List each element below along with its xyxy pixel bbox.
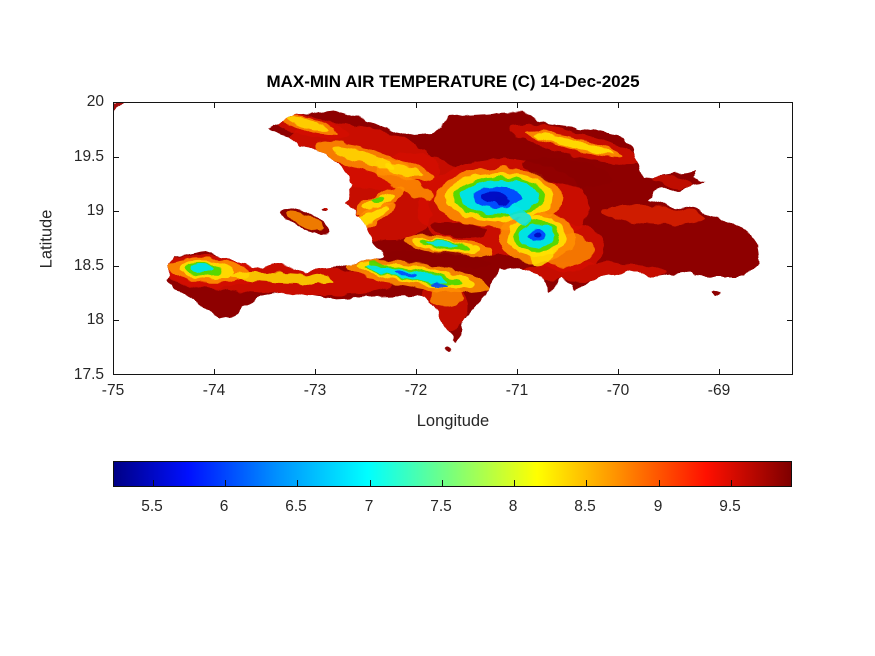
colorbar-tick-label: 5.5 <box>141 498 163 515</box>
y-tick-right <box>787 320 793 321</box>
x-tick <box>618 369 619 375</box>
y-tick-right <box>787 211 793 212</box>
x-tick <box>517 369 518 375</box>
colorbar-tick <box>442 480 443 486</box>
hispaniola-heatmap <box>113 103 759 353</box>
y-tick <box>113 266 119 267</box>
y-tick-right <box>787 157 793 158</box>
y-tick <box>113 102 119 103</box>
x-tick <box>214 369 215 375</box>
x-tick-label: -71 <box>505 382 529 399</box>
colorbar-tick <box>731 480 732 486</box>
y-tick <box>113 211 119 212</box>
colorbar-tick <box>659 480 660 486</box>
colorbar-tick-label: 6.5 <box>285 498 307 515</box>
y-tick-right <box>787 102 793 103</box>
colorbar-tick-label: 9.5 <box>719 498 741 515</box>
cuba-corner-landmass <box>113 103 124 113</box>
y-tick <box>113 320 119 321</box>
x-tick-label: -74 <box>202 382 226 399</box>
x-tick-label: -75 <box>101 382 125 399</box>
colorbar-tick <box>514 480 515 486</box>
y-tick-right <box>787 266 793 267</box>
y-tick-label: 18 <box>86 311 104 328</box>
x-tick-top <box>315 102 316 108</box>
colorbar-tick-label: 7 <box>364 498 374 515</box>
map-plot-area <box>113 102 793 375</box>
chart-title: MAX-MIN AIR TEMPERATURE (C) 14-Dec-2025 <box>266 72 640 91</box>
colorbar-tick <box>153 480 154 486</box>
colorbar-tick-label: 6 <box>219 498 229 515</box>
x-tick-top <box>618 102 619 108</box>
y-tick-right <box>787 374 793 375</box>
colorbar-tick-label: 8 <box>508 498 518 515</box>
y-tick-label: 19 <box>86 202 104 219</box>
colorbar <box>113 461 792 487</box>
x-tick <box>719 369 720 375</box>
y-tick <box>113 374 119 375</box>
x-tick-label: -70 <box>606 382 630 399</box>
colorbar-tick <box>297 480 298 486</box>
colorbar-tick-label: 9 <box>653 498 663 515</box>
x-tick-label: -72 <box>404 382 428 399</box>
y-tick-label: 19.5 <box>73 148 104 165</box>
x-tick-top <box>214 102 215 108</box>
y-axis-label: Latitude <box>37 209 56 269</box>
y-tick-label: 17.5 <box>73 366 104 383</box>
colorbar-tick <box>225 480 226 486</box>
y-tick-label: 20 <box>86 93 104 110</box>
colorbar-tick-label: 8.5 <box>574 498 596 515</box>
x-axis-label: Longitude <box>416 412 490 430</box>
x-tick-label: -69 <box>707 382 731 399</box>
colorbar-tick <box>586 480 587 486</box>
x-tick-top <box>416 102 417 108</box>
y-tick-label: 18.5 <box>73 257 104 274</box>
colorbar-tick <box>370 480 371 486</box>
x-tick-label: -73 <box>303 382 327 399</box>
x-tick-top <box>517 102 518 108</box>
colorbar-tick-label: 7.5 <box>430 498 452 515</box>
x-tick <box>315 369 316 375</box>
x-tick-top <box>719 102 720 108</box>
y-tick <box>113 157 119 158</box>
x-tick <box>416 369 417 375</box>
